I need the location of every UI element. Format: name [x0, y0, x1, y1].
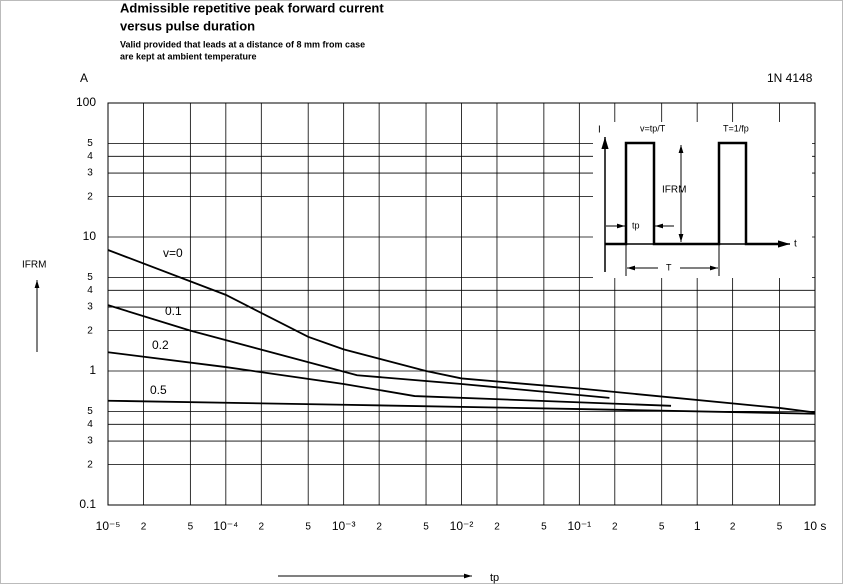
y-tick-label: 0.1	[79, 497, 96, 511]
line-series	[107, 399, 816, 415]
inset-bg	[593, 122, 812, 278]
y-tick-label: 2	[87, 191, 93, 202]
x-tick-label: 2	[494, 522, 500, 533]
inset-label: T=1/fp	[723, 123, 749, 133]
x-tick-label: 2	[376, 522, 382, 533]
y-tick-label: 4	[87, 151, 93, 162]
tick-labels: 0.1 2 3 4 5 1 2 3 4 5 10 2 3 4 5 100 10⁻⁵ 2 5 10⁻⁴ 2 5 10⁻³ 2 5 1…	[76, 95, 826, 533]
y-tick-label: 10	[83, 229, 97, 243]
inset-label: t	[794, 239, 797, 250]
y-tick-label: 3	[87, 302, 93, 313]
series-label: v=0	[163, 246, 183, 260]
x-tick-label: 5	[188, 522, 194, 533]
x-tick-label: 10⁻⁵	[96, 519, 121, 533]
inset-label: T	[666, 262, 672, 272]
line-series	[107, 249, 816, 414]
y-tick-label: 100	[76, 95, 96, 109]
x-tick-label: 2	[730, 522, 736, 533]
x-tick-label: 2	[141, 522, 147, 533]
y-tick-label: 4	[87, 419, 93, 430]
inset-label: v=tp/T	[640, 123, 666, 133]
device-label: 1N 4148	[767, 71, 813, 85]
y-tick-label: 4	[87, 285, 93, 296]
x-tick-label: 2	[259, 522, 265, 533]
x-tick-label: 10⁻⁴	[213, 519, 238, 533]
x-tick-label: 5	[423, 522, 429, 533]
x-tick-label: 1	[694, 519, 701, 533]
y-tick-label: 3	[87, 436, 93, 447]
x-tick-label: 2	[612, 522, 618, 533]
plot-frame	[107, 102, 816, 506]
y-tick-label: 5	[87, 406, 93, 417]
series-label: 0.2	[152, 338, 169, 352]
y-tick-label: 2	[87, 459, 93, 470]
x-tick-label: 10⁻²	[450, 519, 474, 533]
x-tick-label: 10 s	[804, 519, 827, 533]
x-tick-label: 5	[659, 522, 665, 533]
line-series	[107, 304, 610, 399]
inset-label: I	[598, 125, 601, 136]
y-tick-label: 2	[87, 325, 93, 336]
series-label: 0.1	[165, 304, 182, 318]
x-axis-label: tp	[490, 572, 499, 584]
inset-label: IFRM	[662, 185, 686, 196]
series-label: 0.5	[150, 383, 167, 397]
y-tick-label: 3	[87, 168, 93, 179]
y-unit: A	[80, 71, 88, 85]
note: Valid provided that leads at a distance …	[120, 39, 365, 49]
y-tick-label: 5	[87, 138, 93, 149]
x-tick-label: 5	[305, 522, 311, 533]
series	[107, 249, 816, 415]
pulse	[605, 141, 782, 246]
chart-title: Admissible repetitive peak forward curre…	[120, 0, 384, 15]
inset: I t v=tp/T T=1/fp IFRM tp T	[593, 122, 812, 278]
x-tick-label: 5	[777, 522, 783, 533]
x-tick-label: 5	[541, 522, 547, 533]
note: are kept at ambient temperature	[120, 51, 257, 61]
inset-label: tp	[632, 220, 640, 230]
y-axis-label: IFRM	[22, 260, 46, 271]
line-series	[107, 351, 672, 407]
y-tick-label: 5	[87, 272, 93, 283]
y-tick-label: 1	[89, 363, 96, 377]
x-tick-label: 10⁻¹	[567, 519, 591, 533]
chart-subtitle: versus pulse duration	[120, 18, 255, 33]
x-tick-label: 10⁻³	[332, 519, 356, 533]
